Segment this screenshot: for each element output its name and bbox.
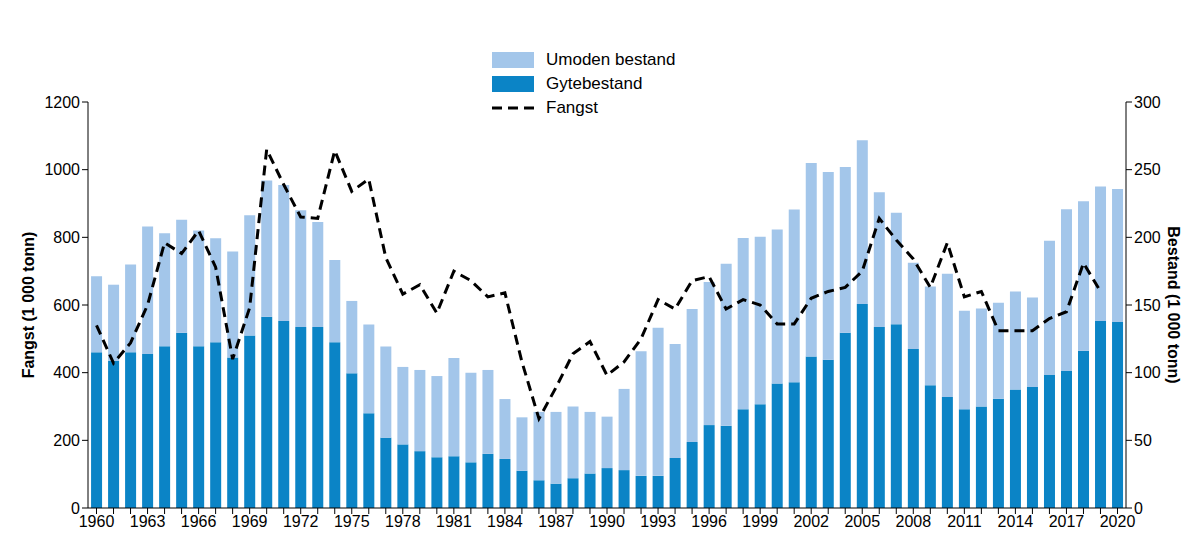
svg-text:1969: 1969 [232, 513, 268, 530]
svg-text:1966: 1966 [181, 513, 217, 530]
svg-text:1200: 1200 [44, 94, 80, 111]
svg-text:200: 200 [53, 432, 80, 449]
svg-text:600: 600 [53, 297, 80, 314]
svg-text:800: 800 [53, 229, 80, 246]
svg-text:1999: 1999 [742, 513, 778, 530]
svg-text:400: 400 [53, 364, 80, 381]
svg-text:0: 0 [71, 500, 80, 517]
svg-text:50: 50 [1134, 432, 1152, 449]
svg-text:2014: 2014 [998, 513, 1034, 530]
svg-text:1984: 1984 [487, 513, 523, 530]
svg-text:150: 150 [1134, 297, 1161, 314]
svg-text:1960: 1960 [79, 513, 115, 530]
svg-text:2020: 2020 [1100, 513, 1136, 530]
svg-text:1996: 1996 [691, 513, 727, 530]
html-text:Fangst: Fangst [546, 98, 598, 117]
svg-text:Bestand (1 000 tonn): Bestand (1 000 tonn) [1165, 226, 1182, 383]
svg-text:1000: 1000 [44, 161, 80, 178]
svg-text:1993: 1993 [640, 513, 676, 530]
svg-text:1963: 1963 [130, 513, 166, 530]
svg-text:1990: 1990 [589, 513, 625, 530]
svg-text:300: 300 [1134, 94, 1161, 111]
html-text:Umoden bestand: Umoden bestand [546, 50, 676, 69]
svg-text:250: 250 [1134, 161, 1161, 178]
svg-text:2008: 2008 [895, 513, 931, 530]
svg-text:2005: 2005 [844, 513, 880, 530]
svg-text:1978: 1978 [385, 513, 421, 530]
svg-text:Fangst (1 000 tonn): Fangst (1 000 tonn) [20, 232, 37, 379]
svg-text:200: 200 [1134, 229, 1161, 246]
svg-text:1981: 1981 [436, 513, 472, 530]
svg-text:100: 100 [1134, 364, 1161, 381]
svg-text:1975: 1975 [334, 513, 370, 530]
svg-text:1987: 1987 [538, 513, 574, 530]
svg-text:1972: 1972 [283, 513, 319, 530]
html-text:Gytebestand: Gytebestand [546, 74, 643, 93]
svg-text:0: 0 [1134, 500, 1143, 517]
svg-text:2002: 2002 [793, 513, 829, 530]
svg-text:2017: 2017 [1049, 513, 1085, 530]
svg-text:2011: 2011 [947, 513, 982, 530]
